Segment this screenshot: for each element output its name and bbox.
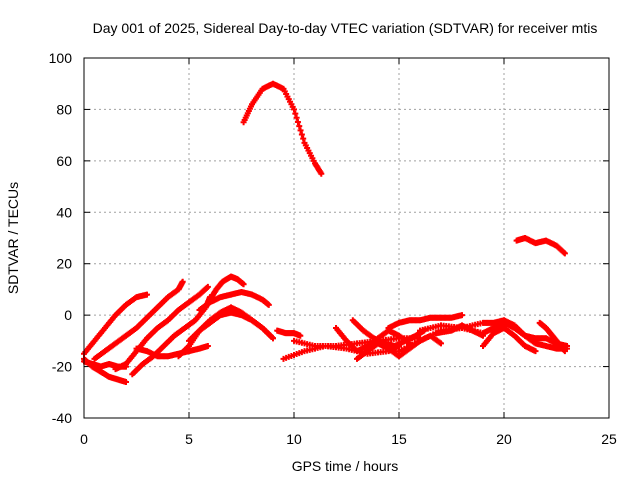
data-point xyxy=(294,118,301,125)
ticks: 0 5 10 15 20 25 -40 -20 0 20 40 60 80 100 xyxy=(49,50,617,447)
series-arc-24 xyxy=(536,319,568,355)
data-point xyxy=(179,278,186,285)
data-point xyxy=(297,127,304,134)
data-point xyxy=(298,131,305,138)
data-point xyxy=(561,348,568,355)
y-tick-label: 60 xyxy=(56,153,72,169)
data-point xyxy=(532,348,539,355)
y-axis-label: SDTVAR / TECUs xyxy=(5,182,21,294)
series-arc-22 xyxy=(433,322,486,339)
data-point xyxy=(480,332,486,339)
x-tick-label: 5 xyxy=(185,431,193,447)
series-arc-25 xyxy=(513,235,568,257)
y-tick-label: 0 xyxy=(64,307,72,323)
data-point xyxy=(123,379,129,385)
x-tick-label: 20 xyxy=(496,431,512,447)
x-tick-label: 10 xyxy=(286,431,302,447)
series-arc-13 xyxy=(274,327,304,339)
chart-title: Day 001 of 2025, Sidereal Day-to-day VTE… xyxy=(93,20,598,36)
x-tick-label: 25 xyxy=(601,431,617,447)
x-axis-label: GPS time / hours xyxy=(292,458,399,474)
data-point xyxy=(240,281,247,288)
series-arc-7 xyxy=(133,343,211,360)
plot-frame xyxy=(83,57,610,419)
data-point xyxy=(292,110,299,117)
y-tick-label: 40 xyxy=(56,204,72,220)
y-tick-label: 80 xyxy=(56,101,72,117)
data-point xyxy=(459,312,465,319)
data-point xyxy=(438,340,444,347)
series-arc-4 xyxy=(91,278,186,362)
data-point xyxy=(297,332,304,339)
y-tick-label: 100 xyxy=(49,50,73,66)
series-arc-16 xyxy=(333,325,413,355)
data-point xyxy=(300,135,307,142)
y-tick-label: 20 xyxy=(56,256,72,272)
data-point xyxy=(144,291,150,298)
data-point xyxy=(296,123,303,130)
data-point xyxy=(318,170,325,177)
data-point xyxy=(204,283,211,290)
series-arc-18 xyxy=(349,317,428,349)
series-arc-9 xyxy=(186,304,276,344)
x-tick-label: 0 xyxy=(80,431,88,447)
data-point xyxy=(561,250,568,257)
series-arc-23 xyxy=(480,325,539,355)
data-point xyxy=(265,301,272,308)
series-arc-12 xyxy=(240,80,325,177)
series-arc-2 xyxy=(81,291,150,357)
data-point xyxy=(270,335,276,342)
x-tick-label: 15 xyxy=(391,431,407,447)
series-arc-19 xyxy=(385,312,465,331)
y-tick-label: -40 xyxy=(52,410,72,426)
data-point xyxy=(291,106,297,113)
y-tick-label: -20 xyxy=(52,359,72,375)
data-point xyxy=(293,114,300,121)
data-point xyxy=(204,343,211,349)
series-arc-11 xyxy=(207,273,247,303)
data-series xyxy=(81,80,570,385)
